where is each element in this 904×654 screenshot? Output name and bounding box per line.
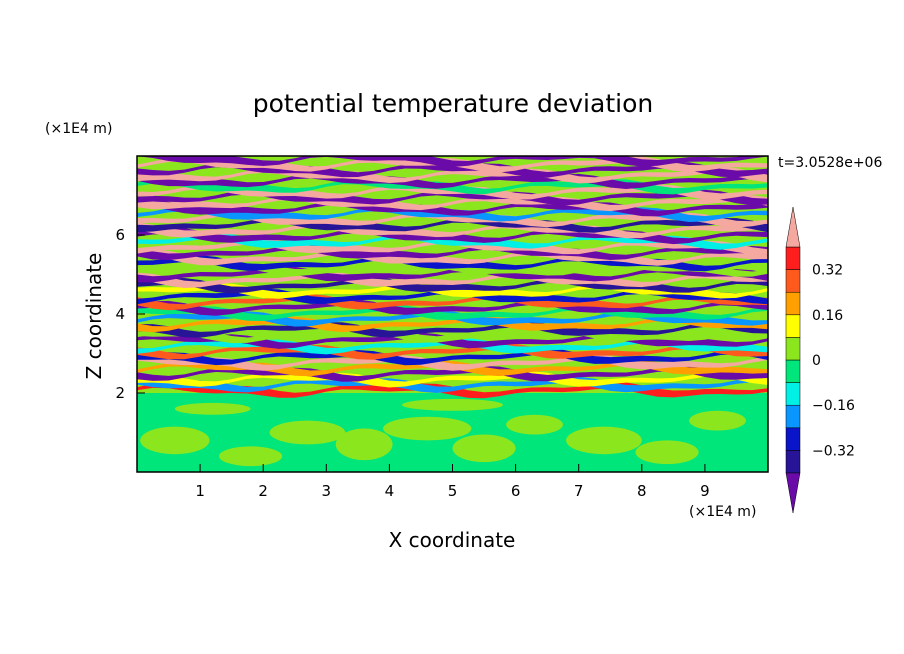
contour-bands xyxy=(137,156,768,472)
colorbar-segment xyxy=(785,314,801,338)
y-axis-ticks: 2 4 6 xyxy=(115,226,145,402)
x-tick-label: 2 xyxy=(258,482,268,500)
contour-band xyxy=(137,189,768,206)
y-tick-label: 6 xyxy=(115,226,125,244)
contour-band xyxy=(137,321,768,338)
colorbar-segment xyxy=(785,269,801,293)
colorbar-tick-labels: 0.32 0.16 0 −0.16 −0.32 xyxy=(812,263,855,460)
contour-band xyxy=(137,238,768,255)
contour-blob xyxy=(506,414,563,435)
plot-area xyxy=(137,156,768,472)
contour-band xyxy=(137,249,768,266)
x-tick-label: 8 xyxy=(637,482,647,500)
colorbar-segment xyxy=(785,359,801,383)
x-axis-ticks: 1 2 3 4 5 6 7 8 9 xyxy=(195,464,710,500)
colorbar-tick-label: 0.32 xyxy=(812,263,843,279)
colorbar-tick-label: −0.32 xyxy=(812,443,855,459)
colorbar-segment xyxy=(785,246,801,270)
contour-blob xyxy=(335,428,393,461)
contour-blob xyxy=(402,398,503,411)
time-label: t=3.0528e+06 xyxy=(778,155,882,171)
y-axis-label: Z coordinate xyxy=(82,253,106,380)
x-axis-label: X coordinate xyxy=(389,528,516,552)
contour-band xyxy=(137,348,768,366)
colorbar-tick-label: −0.16 xyxy=(812,398,855,414)
x-tick-label: 6 xyxy=(511,482,521,500)
contour-blob xyxy=(383,416,472,441)
contour-blob xyxy=(140,426,210,455)
contour-band xyxy=(137,156,768,167)
colorbar-segment xyxy=(785,337,801,361)
colorbar-bottom-arrow xyxy=(785,472,801,514)
x-tick-label: 4 xyxy=(385,482,395,500)
colorbar-segment xyxy=(785,450,801,474)
contour-band xyxy=(137,271,768,288)
contour-band xyxy=(137,183,768,200)
contour-blob xyxy=(689,410,746,431)
contour-band xyxy=(137,288,768,305)
lower-blobs xyxy=(140,398,746,467)
contour-blob xyxy=(452,434,516,463)
contour-band xyxy=(137,277,768,294)
x-tick-label: 7 xyxy=(574,482,584,500)
colorbar-segment xyxy=(785,404,801,429)
contour-blob xyxy=(174,402,251,415)
x-tick-label: 3 xyxy=(322,482,332,500)
colorbar-top-arrow xyxy=(785,206,801,248)
x-tick-label: 5 xyxy=(448,482,458,500)
contour-band xyxy=(137,337,768,355)
colorbar-tick-label: 0.16 xyxy=(812,308,843,324)
contour-band xyxy=(137,326,768,344)
contour-blob xyxy=(566,426,642,455)
chart-title: potential temperature deviation xyxy=(253,89,653,118)
contour-band xyxy=(137,199,768,217)
contour-band xyxy=(137,222,768,239)
contour-band xyxy=(137,161,768,178)
y-tick-label: 2 xyxy=(115,384,125,402)
contour-band xyxy=(137,376,768,393)
contour-blob xyxy=(635,440,699,465)
colorbar-segment xyxy=(785,291,801,316)
contour-blob xyxy=(219,446,283,467)
contour-band xyxy=(137,299,768,316)
colorbar-segment xyxy=(785,427,801,451)
contour-blob xyxy=(269,420,346,445)
x-tick-label: 1 xyxy=(195,482,205,500)
y-unit-label: (×1E4 m) xyxy=(45,121,112,137)
colorbar xyxy=(785,206,801,514)
colorbar-tick-label: 0 xyxy=(812,353,821,369)
y-tick-label: 4 xyxy=(115,305,125,323)
x-tick-label: 9 xyxy=(700,482,710,500)
x-unit-label: (×1E4 m) xyxy=(689,504,756,520)
colorbar-segment xyxy=(785,382,801,406)
